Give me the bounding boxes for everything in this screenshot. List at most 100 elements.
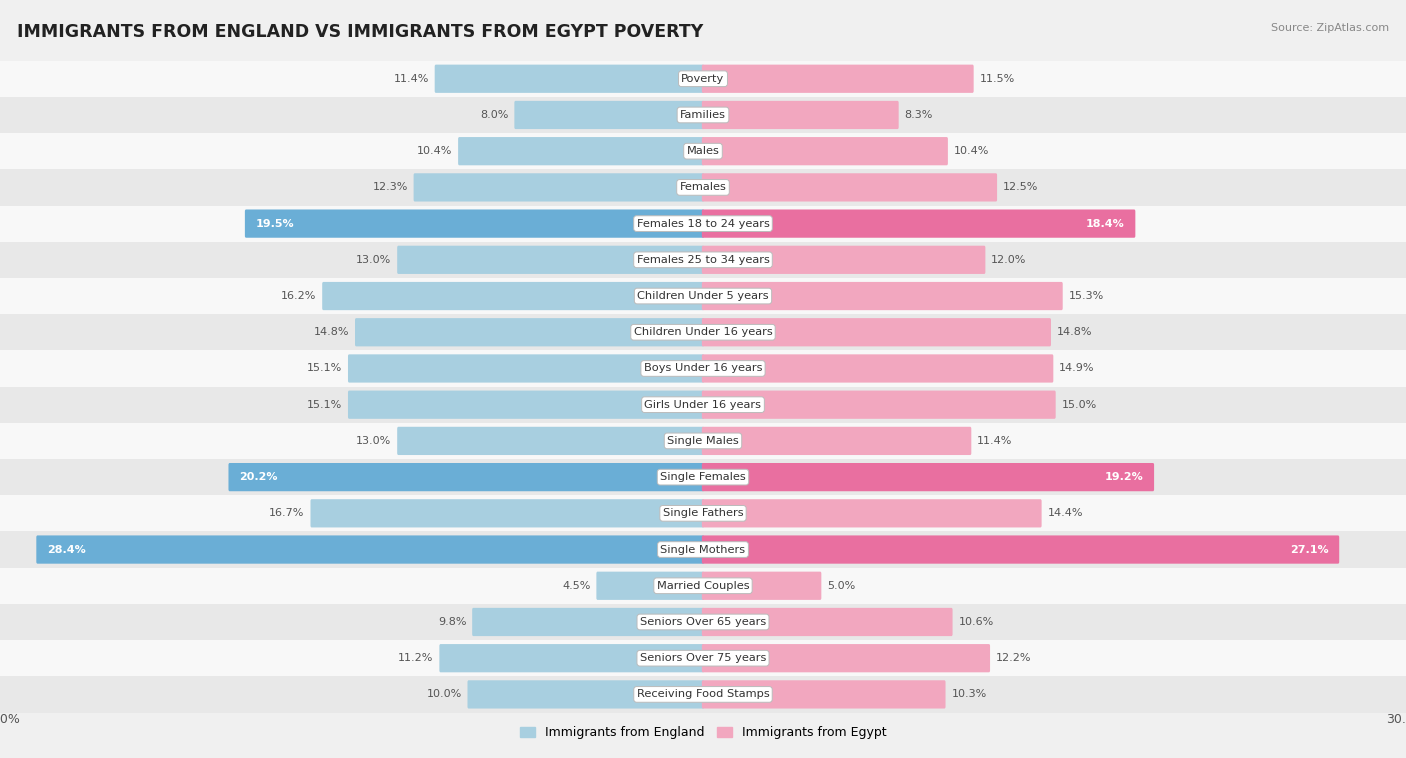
Text: Single Fathers: Single Fathers <box>662 509 744 518</box>
FancyBboxPatch shape <box>702 282 1063 310</box>
Text: 14.8%: 14.8% <box>1057 327 1092 337</box>
Text: Married Couples: Married Couples <box>657 581 749 590</box>
Bar <box>0 205 1406 242</box>
Text: Seniors Over 65 years: Seniors Over 65 years <box>640 617 766 627</box>
FancyBboxPatch shape <box>702 680 945 709</box>
FancyBboxPatch shape <box>398 427 704 455</box>
Bar <box>0 676 1406 713</box>
Legend: Immigrants from England, Immigrants from Egypt: Immigrants from England, Immigrants from… <box>515 721 891 744</box>
Text: Receiving Food Stamps: Receiving Food Stamps <box>637 690 769 700</box>
FancyBboxPatch shape <box>702 64 973 93</box>
Text: Females 18 to 24 years: Females 18 to 24 years <box>637 218 769 229</box>
Bar <box>0 387 1406 423</box>
Text: 19.5%: 19.5% <box>256 218 294 229</box>
Bar <box>0 242 1406 278</box>
FancyBboxPatch shape <box>702 174 997 202</box>
Bar <box>0 423 1406 459</box>
Text: Children Under 16 years: Children Under 16 years <box>634 327 772 337</box>
Text: Single Males: Single Males <box>666 436 740 446</box>
Text: 14.8%: 14.8% <box>314 327 349 337</box>
FancyBboxPatch shape <box>398 246 704 274</box>
FancyBboxPatch shape <box>37 535 704 564</box>
Text: Seniors Over 75 years: Seniors Over 75 years <box>640 653 766 663</box>
Text: 16.7%: 16.7% <box>270 509 305 518</box>
Text: 18.4%: 18.4% <box>1085 218 1125 229</box>
Bar <box>0 495 1406 531</box>
Bar <box>0 314 1406 350</box>
Text: Single Females: Single Females <box>661 472 745 482</box>
Text: Girls Under 16 years: Girls Under 16 years <box>644 399 762 409</box>
FancyBboxPatch shape <box>472 608 704 636</box>
FancyBboxPatch shape <box>354 318 704 346</box>
FancyBboxPatch shape <box>702 209 1136 238</box>
Text: 15.1%: 15.1% <box>307 399 342 409</box>
Text: 13.0%: 13.0% <box>356 436 391 446</box>
Text: 30.0%: 30.0% <box>1386 713 1406 725</box>
Text: 28.4%: 28.4% <box>46 544 86 555</box>
Text: 15.0%: 15.0% <box>1062 399 1097 409</box>
Text: 12.5%: 12.5% <box>1002 183 1038 193</box>
Text: 19.2%: 19.2% <box>1105 472 1143 482</box>
FancyBboxPatch shape <box>702 608 953 636</box>
FancyBboxPatch shape <box>702 572 821 600</box>
FancyBboxPatch shape <box>311 500 704 528</box>
Bar <box>0 604 1406 640</box>
Bar <box>0 278 1406 314</box>
Text: Single Mothers: Single Mothers <box>661 544 745 555</box>
Text: 12.0%: 12.0% <box>991 255 1026 265</box>
Text: 13.0%: 13.0% <box>356 255 391 265</box>
FancyBboxPatch shape <box>349 390 704 419</box>
FancyBboxPatch shape <box>702 427 972 455</box>
FancyBboxPatch shape <box>702 246 986 274</box>
Bar <box>0 133 1406 169</box>
Text: 14.9%: 14.9% <box>1059 364 1095 374</box>
Text: Males: Males <box>686 146 720 156</box>
Text: 20.2%: 20.2% <box>239 472 277 482</box>
Text: 11.4%: 11.4% <box>394 74 429 83</box>
Text: 10.4%: 10.4% <box>418 146 453 156</box>
Bar <box>0 568 1406 604</box>
FancyBboxPatch shape <box>458 137 704 165</box>
Bar <box>0 169 1406 205</box>
FancyBboxPatch shape <box>413 174 704 202</box>
Text: 11.4%: 11.4% <box>977 436 1012 446</box>
Text: 8.0%: 8.0% <box>479 110 509 120</box>
Bar <box>0 97 1406 133</box>
Text: 12.3%: 12.3% <box>373 183 408 193</box>
Text: Source: ZipAtlas.com: Source: ZipAtlas.com <box>1271 23 1389 33</box>
Text: Boys Under 16 years: Boys Under 16 years <box>644 364 762 374</box>
Text: 5.0%: 5.0% <box>827 581 855 590</box>
Text: 10.3%: 10.3% <box>952 690 987 700</box>
Text: 30.0%: 30.0% <box>0 713 20 725</box>
FancyBboxPatch shape <box>702 318 1052 346</box>
Bar <box>0 61 1406 97</box>
Text: 8.3%: 8.3% <box>904 110 934 120</box>
Text: 10.4%: 10.4% <box>953 146 988 156</box>
Bar <box>0 531 1406 568</box>
Text: 14.4%: 14.4% <box>1047 509 1083 518</box>
FancyBboxPatch shape <box>439 644 704 672</box>
FancyBboxPatch shape <box>702 644 990 672</box>
FancyBboxPatch shape <box>702 354 1053 383</box>
Text: 15.1%: 15.1% <box>307 364 342 374</box>
FancyBboxPatch shape <box>702 390 1056 419</box>
Bar <box>0 459 1406 495</box>
FancyBboxPatch shape <box>702 535 1340 564</box>
FancyBboxPatch shape <box>349 354 704 383</box>
Text: Females 25 to 34 years: Females 25 to 34 years <box>637 255 769 265</box>
Bar <box>0 350 1406 387</box>
Text: 9.8%: 9.8% <box>437 617 467 627</box>
Text: 10.6%: 10.6% <box>959 617 994 627</box>
Text: 4.5%: 4.5% <box>562 581 591 590</box>
FancyBboxPatch shape <box>596 572 704 600</box>
Text: 16.2%: 16.2% <box>281 291 316 301</box>
Text: 15.3%: 15.3% <box>1069 291 1104 301</box>
FancyBboxPatch shape <box>702 101 898 129</box>
FancyBboxPatch shape <box>702 137 948 165</box>
Text: Females: Females <box>679 183 727 193</box>
Text: Poverty: Poverty <box>682 74 724 83</box>
FancyBboxPatch shape <box>702 463 1154 491</box>
Text: 10.0%: 10.0% <box>426 690 461 700</box>
Text: 11.5%: 11.5% <box>980 74 1015 83</box>
Text: 12.2%: 12.2% <box>995 653 1032 663</box>
